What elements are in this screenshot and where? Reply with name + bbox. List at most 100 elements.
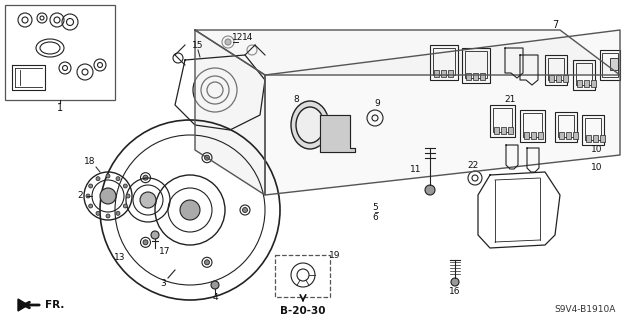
Text: 16: 16: [449, 287, 461, 296]
Bar: [558, 115, 574, 137]
Circle shape: [143, 240, 148, 245]
Bar: [520, 110, 545, 142]
Bar: [545, 55, 567, 85]
Bar: [524, 132, 529, 139]
Polygon shape: [265, 30, 620, 195]
Text: 4: 4: [212, 293, 218, 302]
Bar: [577, 80, 582, 87]
Bar: [573, 132, 578, 139]
Bar: [473, 73, 478, 80]
Bar: [556, 75, 561, 82]
Circle shape: [106, 214, 110, 218]
Bar: [465, 51, 487, 78]
Text: 9: 9: [374, 99, 380, 108]
Circle shape: [126, 194, 130, 198]
Bar: [448, 70, 453, 77]
Text: 1: 1: [57, 103, 63, 113]
Bar: [480, 73, 485, 80]
Text: 10: 10: [591, 145, 603, 154]
Bar: [549, 75, 554, 82]
Circle shape: [100, 188, 116, 204]
Polygon shape: [320, 115, 355, 152]
Bar: [466, 73, 471, 80]
Circle shape: [106, 174, 110, 178]
Circle shape: [89, 204, 93, 208]
Bar: [584, 80, 589, 87]
Text: 10: 10: [591, 164, 603, 173]
Bar: [600, 50, 620, 80]
Bar: [531, 132, 536, 139]
Circle shape: [205, 260, 209, 265]
Bar: [462, 48, 490, 83]
Bar: [600, 135, 605, 142]
Circle shape: [96, 211, 100, 215]
Circle shape: [86, 194, 90, 198]
Text: 14: 14: [243, 33, 253, 42]
Circle shape: [205, 155, 209, 160]
Text: 18: 18: [84, 158, 96, 167]
Text: 5: 5: [372, 204, 378, 212]
Text: 13: 13: [115, 254, 125, 263]
Bar: [585, 118, 601, 140]
Bar: [555, 112, 577, 142]
Text: 15: 15: [192, 41, 204, 49]
Circle shape: [151, 231, 159, 239]
Text: 8: 8: [293, 95, 299, 105]
Polygon shape: [195, 30, 265, 195]
Ellipse shape: [296, 107, 324, 143]
Circle shape: [180, 200, 200, 220]
Bar: [566, 132, 571, 139]
Bar: [548, 58, 564, 80]
Bar: [5, 5, 115, 100]
Circle shape: [143, 175, 148, 180]
Text: FR.: FR.: [45, 300, 65, 310]
Polygon shape: [18, 299, 28, 311]
Circle shape: [211, 281, 219, 289]
Bar: [441, 70, 446, 77]
Text: 19: 19: [329, 250, 340, 259]
Circle shape: [116, 177, 120, 181]
Text: S9V4-B1910A: S9V4-B1910A: [554, 306, 616, 315]
Bar: [559, 132, 564, 139]
Bar: [586, 135, 591, 142]
Bar: [538, 132, 543, 139]
Bar: [493, 108, 512, 132]
Text: 21: 21: [504, 95, 516, 105]
Polygon shape: [195, 30, 620, 75]
Bar: [490, 105, 515, 137]
Bar: [602, 53, 618, 77]
Circle shape: [425, 185, 435, 195]
Circle shape: [243, 207, 248, 212]
Bar: [430, 45, 458, 80]
Bar: [582, 115, 604, 145]
Text: 11: 11: [410, 166, 422, 174]
Text: 3: 3: [160, 278, 166, 287]
Bar: [275, 255, 330, 297]
Circle shape: [116, 211, 120, 215]
Bar: [494, 127, 499, 134]
Bar: [573, 60, 595, 90]
Circle shape: [89, 184, 93, 188]
Bar: [523, 113, 542, 137]
Text: 6: 6: [372, 213, 378, 222]
Text: 12: 12: [232, 33, 244, 42]
Text: 17: 17: [159, 248, 171, 256]
Circle shape: [124, 184, 127, 188]
Bar: [610, 58, 618, 70]
Text: 7: 7: [552, 20, 558, 30]
Bar: [508, 127, 513, 134]
Text: 2: 2: [77, 191, 83, 201]
Bar: [501, 127, 506, 134]
Bar: [433, 48, 455, 75]
Circle shape: [124, 204, 127, 208]
Bar: [563, 75, 568, 82]
Bar: [434, 70, 439, 77]
Circle shape: [225, 39, 231, 45]
Text: 22: 22: [467, 160, 479, 169]
Bar: [576, 63, 592, 85]
Ellipse shape: [291, 101, 329, 149]
Text: B-20-30: B-20-30: [280, 306, 326, 316]
Circle shape: [451, 278, 459, 286]
Circle shape: [96, 177, 100, 181]
Bar: [593, 135, 598, 142]
